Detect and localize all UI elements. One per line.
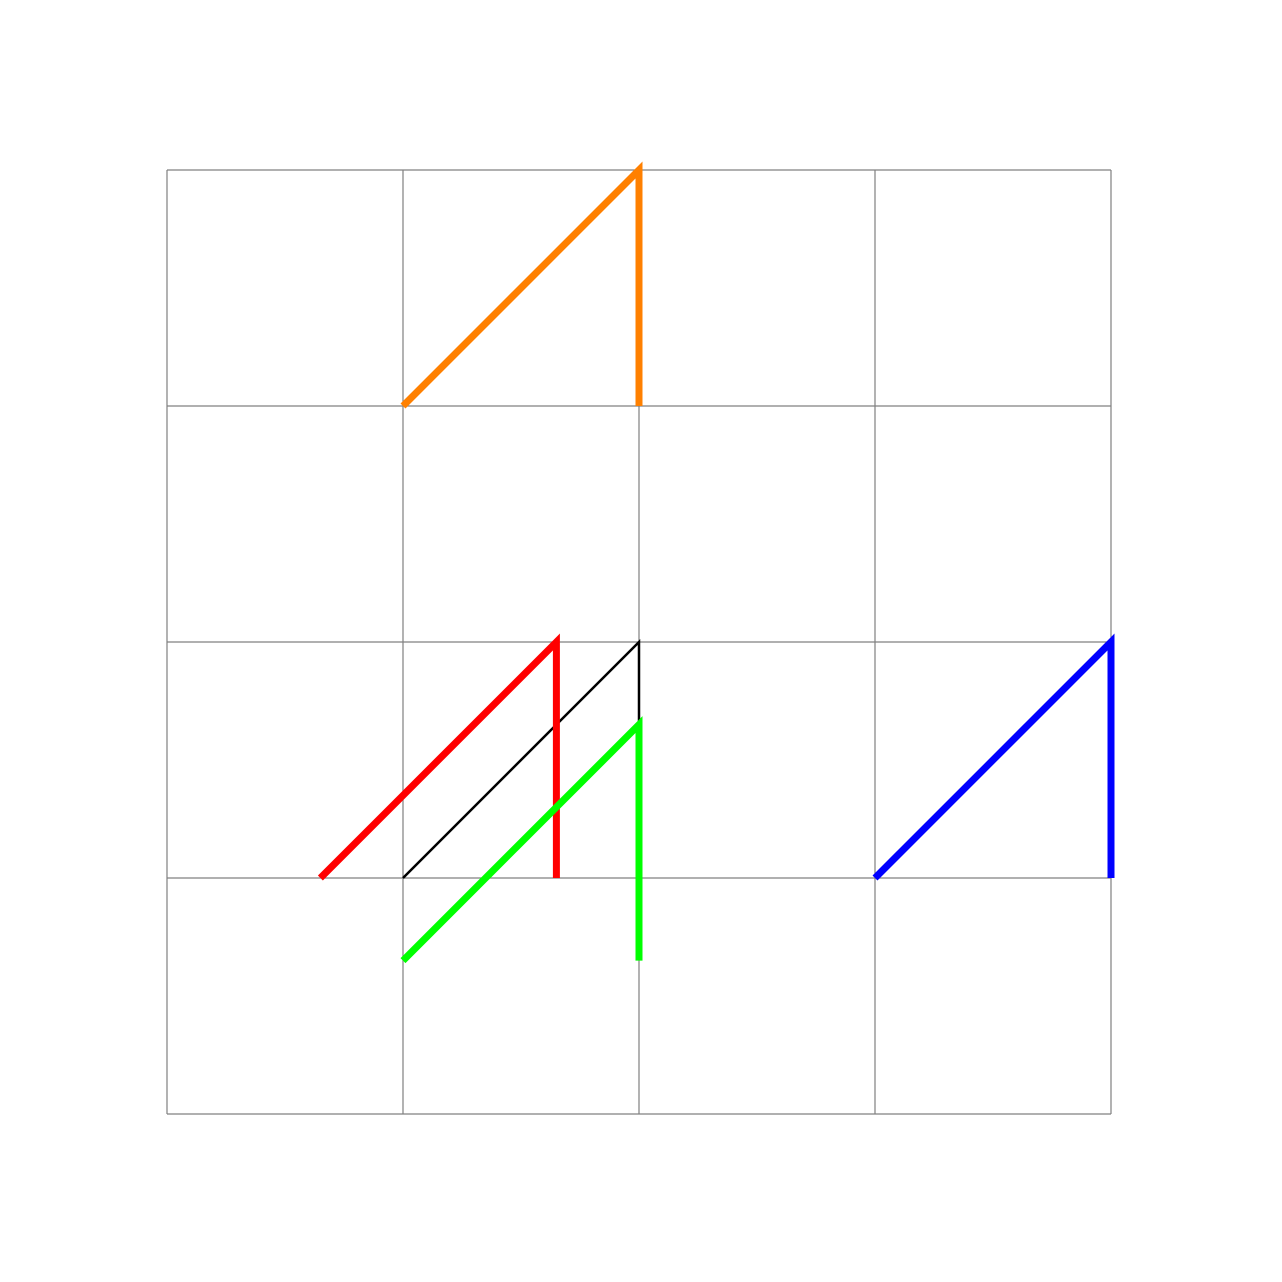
reference-shape-black (402, 638, 641, 879)
shape-red (317, 633, 560, 881)
shapes (317, 161, 1115, 964)
shape-green (400, 716, 643, 964)
shape-blue (872, 633, 1115, 881)
shape-orange (400, 161, 643, 409)
